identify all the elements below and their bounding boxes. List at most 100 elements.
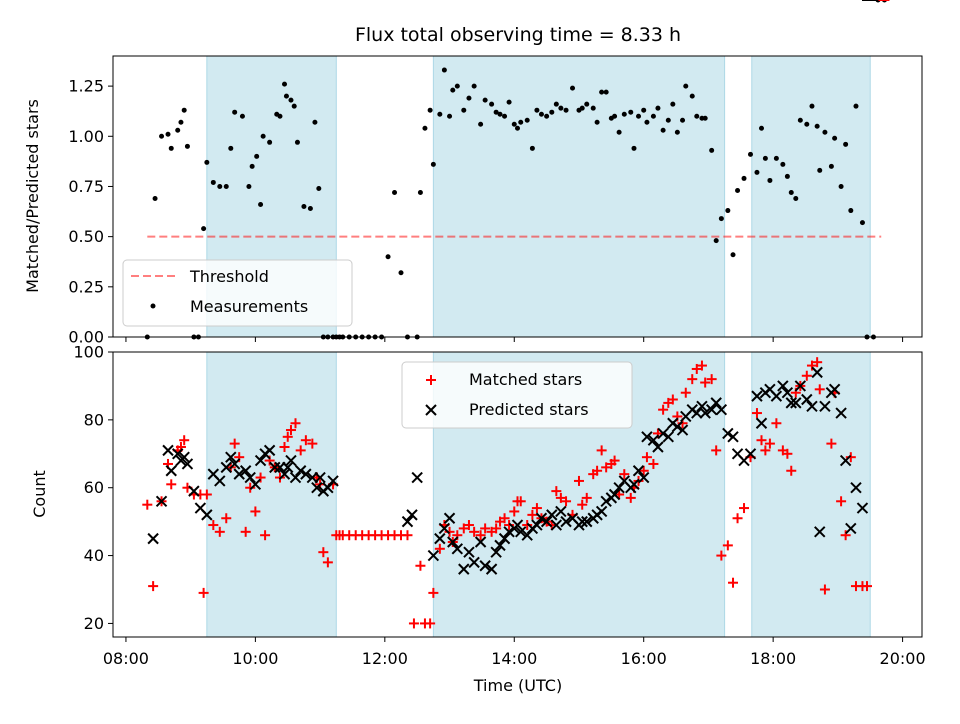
matched-point <box>428 587 439 598</box>
predicted-point <box>498 532 511 545</box>
measurement-point <box>283 93 289 99</box>
predicted-point <box>411 471 423 484</box>
top-y-tick-label: 1.00 <box>68 127 104 146</box>
measurement-point <box>288 97 294 103</box>
predicted-point <box>814 526 826 538</box>
bottom-y-tick-label: 80 <box>84 410 104 429</box>
matched-point <box>214 526 225 537</box>
measurement-point <box>650 113 656 119</box>
bottom-x-tick-label: 20:00 <box>880 649 926 668</box>
matched-point <box>764 438 775 449</box>
predicted-point <box>162 444 174 457</box>
measurement-point <box>392 189 398 195</box>
predicted-point <box>671 420 684 433</box>
measurement-point <box>232 109 238 115</box>
matched-point <box>444 526 455 537</box>
predicted-point <box>434 532 446 545</box>
measurement-point <box>282 81 288 87</box>
predicted-point <box>178 451 190 463</box>
matched-point <box>148 581 159 592</box>
measurement-point <box>549 109 555 115</box>
predicted-point <box>165 465 177 477</box>
predicted-point <box>647 434 660 446</box>
matched-point <box>641 452 652 463</box>
matched-point <box>491 523 502 534</box>
predicted-point <box>485 563 498 575</box>
measurement-point <box>670 101 676 107</box>
bottom-x-tick-label: 14:00 <box>491 649 537 668</box>
measurement-point <box>828 163 834 169</box>
top-legend: Threshold Measurements <box>122 259 353 327</box>
predicted-point <box>406 509 418 521</box>
measurement-point <box>848 208 854 214</box>
legend-measurements-label: Measurements <box>190 297 308 316</box>
measurement-point <box>709 147 715 153</box>
measurement-point <box>822 129 828 135</box>
matched-point <box>522 520 533 531</box>
matched-point <box>619 469 630 480</box>
matched-point <box>504 520 515 531</box>
predicted-point <box>263 444 276 457</box>
measurement-point <box>427 107 433 113</box>
predicted-point <box>181 458 194 470</box>
bottom-y-tick-label: 40 <box>84 546 104 565</box>
measurement-point <box>217 183 223 189</box>
measurement-point <box>655 105 661 111</box>
measurement-point <box>641 107 647 113</box>
matched-point <box>229 438 240 449</box>
measurement-point <box>804 121 810 127</box>
predicted-point <box>794 380 807 392</box>
measurement-point <box>809 103 815 109</box>
predicted-point <box>652 441 664 453</box>
predicted-point <box>722 427 734 440</box>
matched-point <box>638 465 649 476</box>
predicted-point <box>447 536 459 548</box>
measurement-point <box>683 83 689 89</box>
predicted-point <box>278 468 291 480</box>
matched-point <box>687 374 698 385</box>
measurement-point <box>853 103 859 109</box>
measurement-point <box>713 238 719 244</box>
matched-point <box>295 445 306 456</box>
measurement-point <box>584 101 590 107</box>
measurement-point <box>616 129 622 135</box>
measurement-point <box>747 151 753 157</box>
x-axis-label: Time (UTC) <box>473 676 562 695</box>
measurement-point <box>417 189 423 195</box>
top-shaded-interval <box>432 55 726 338</box>
matched-point <box>415 560 426 571</box>
predicted-point <box>710 397 722 409</box>
predicted-point <box>691 407 703 419</box>
predicted-point <box>581 515 593 528</box>
measurement-point <box>437 111 443 117</box>
matched-point <box>166 479 177 490</box>
matched-point <box>786 465 797 476</box>
top-panel: 0.00 0.25 0.50 0.75 1.00 1.25 Matched/Predict… <box>23 0 923 347</box>
predicted-point <box>535 512 548 524</box>
measurement-point <box>518 119 524 125</box>
measurement-point <box>612 113 618 119</box>
measurement-point <box>788 189 794 195</box>
measurement-point <box>210 179 216 185</box>
matched-point <box>469 526 480 537</box>
top-y-axis-label: Matched/Predicted stars <box>23 99 42 293</box>
bottom-x-tick-label: 08:00 <box>103 649 149 668</box>
predicted-point <box>676 424 689 436</box>
legend-matched-swatch <box>426 375 436 385</box>
measurement-point <box>603 89 609 95</box>
bottom-axes: 20 40 60 80 100 08:00 10:00 12:00 14:00 16:00 18:0… <box>73 343 925 669</box>
predicted-point <box>254 454 267 467</box>
measurement-point <box>628 109 634 115</box>
matched-point <box>499 513 510 524</box>
matched-point <box>250 506 261 517</box>
matched-point <box>706 374 717 385</box>
matched-point <box>760 445 771 456</box>
measurement-point <box>793 196 799 202</box>
matched-point <box>814 384 825 395</box>
predicted-point <box>770 390 783 402</box>
predicted-point <box>220 461 232 474</box>
measurement-point <box>767 177 773 183</box>
measurement-point <box>725 208 731 214</box>
measurement-point <box>441 67 447 73</box>
